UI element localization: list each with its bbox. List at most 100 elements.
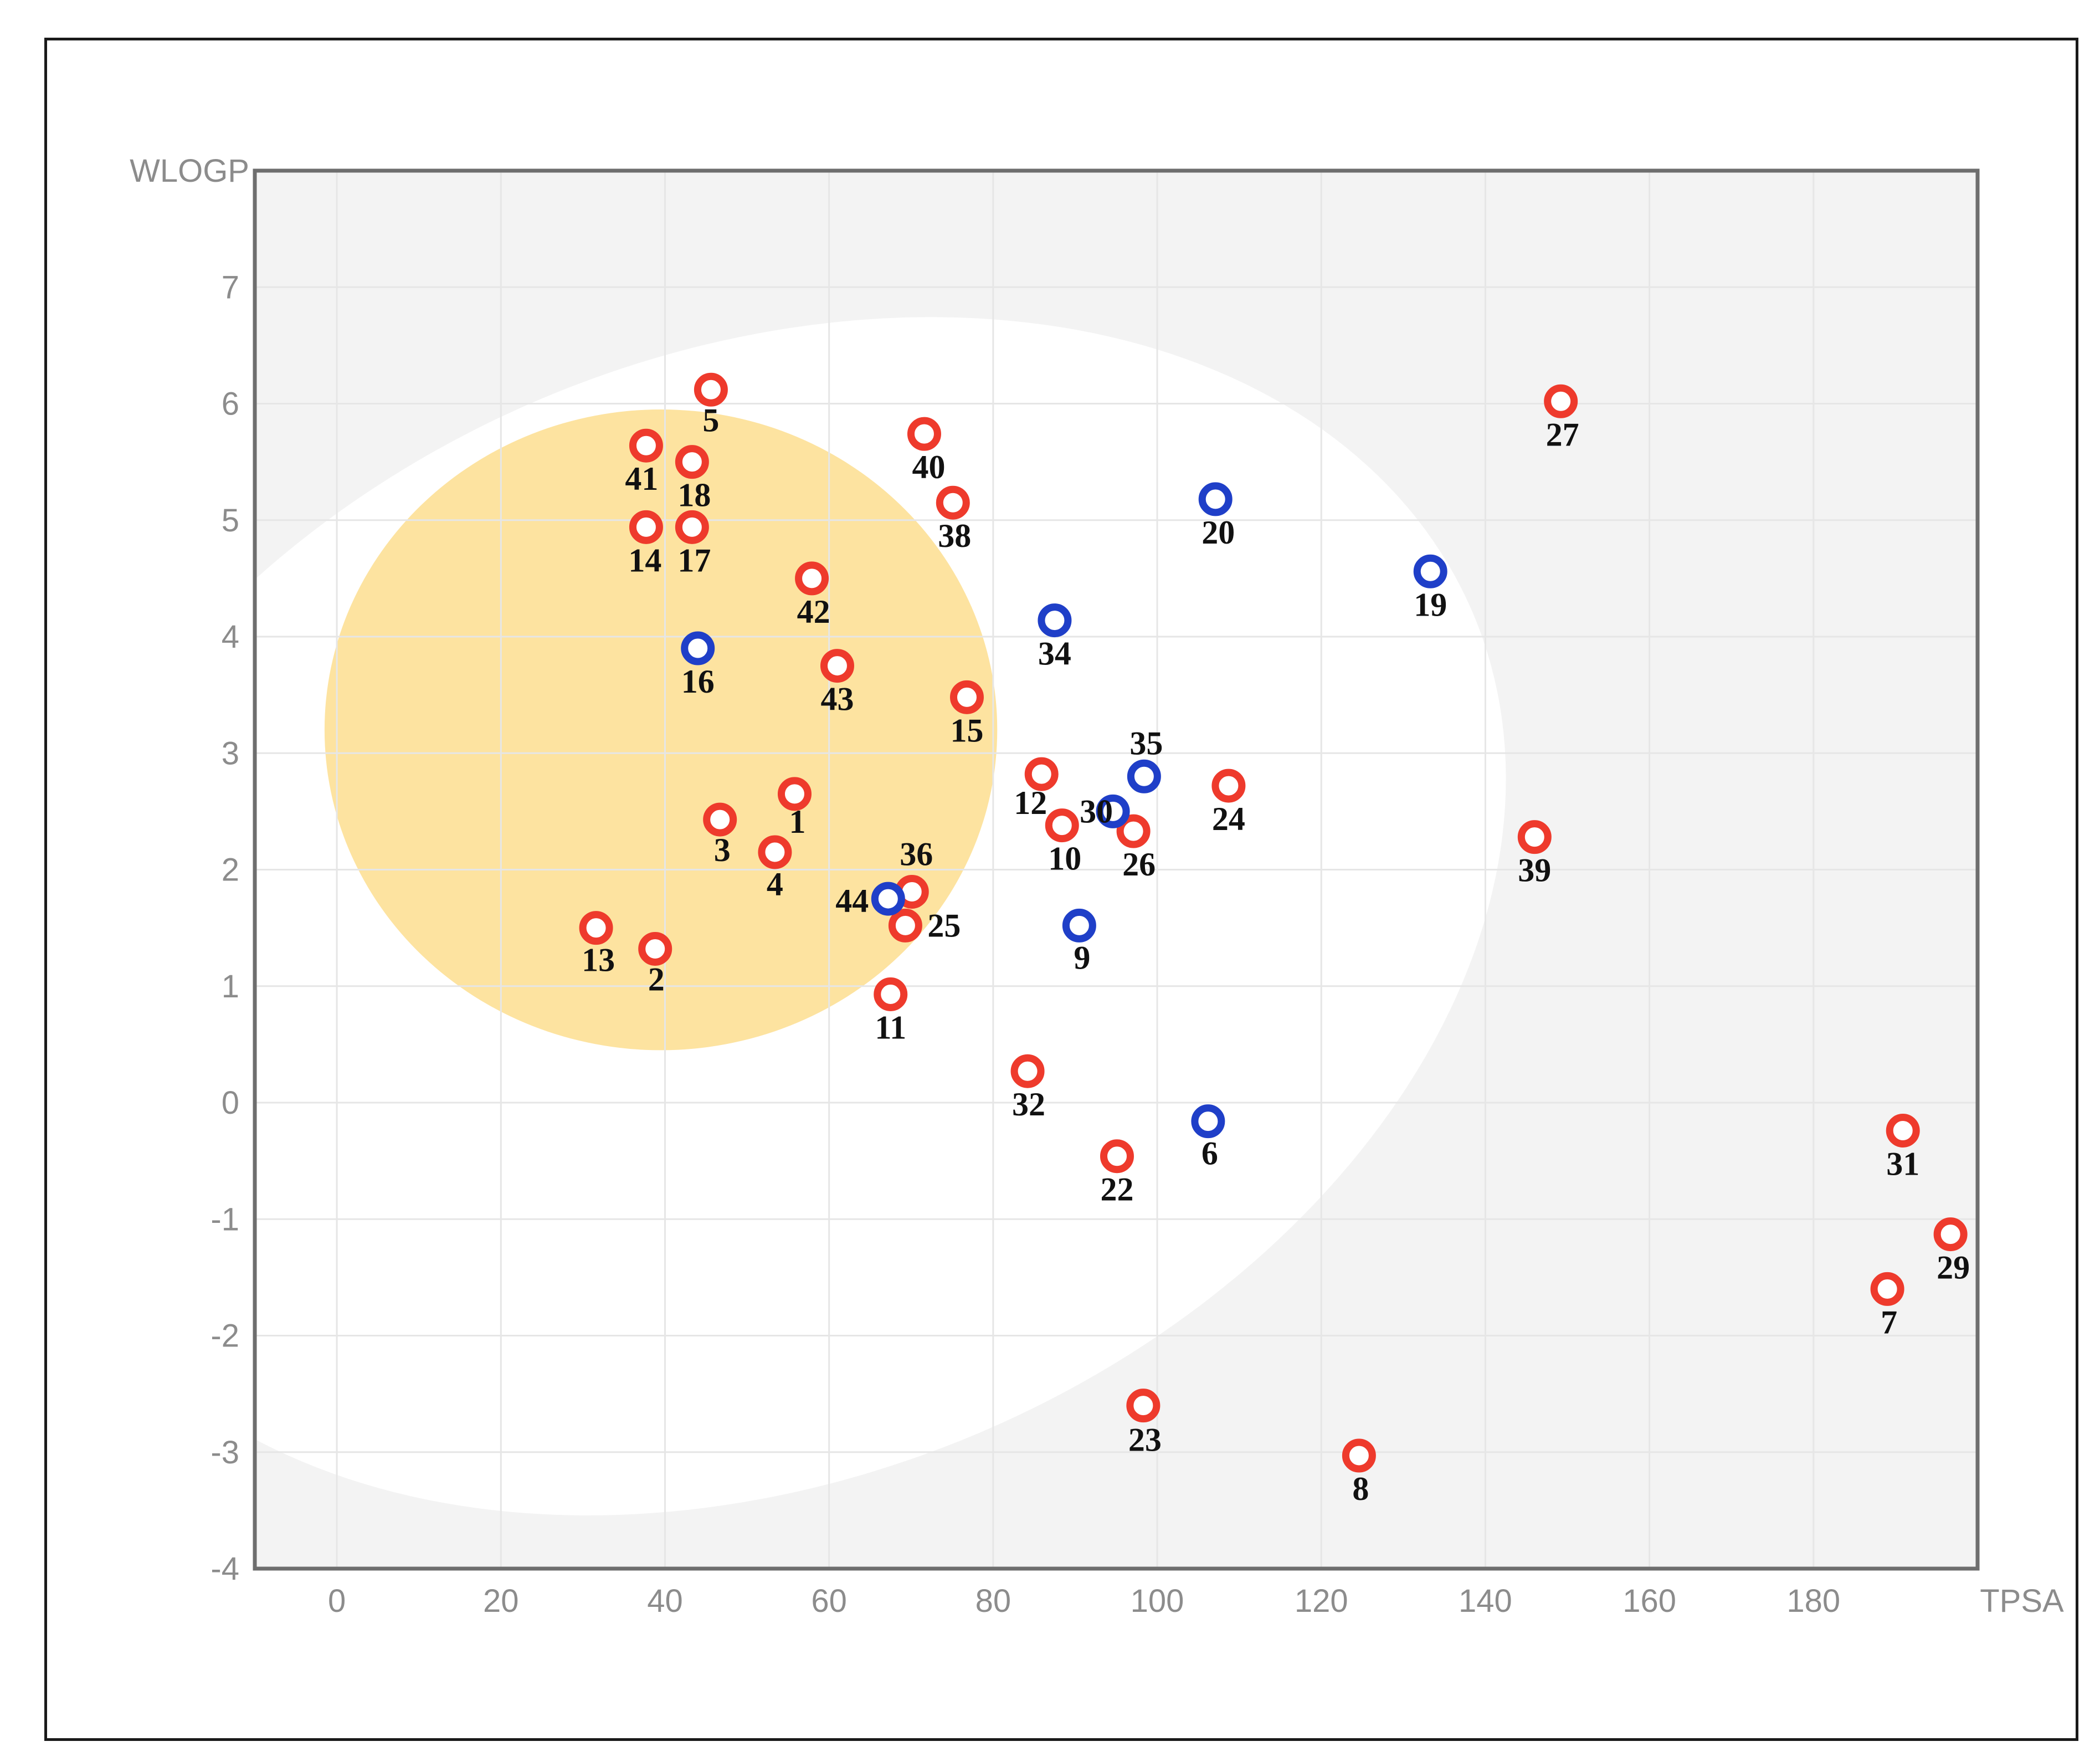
point-34 <box>1038 603 1072 638</box>
x-tick-label-20: 20 <box>483 1583 519 1619</box>
point-35 <box>1127 759 1161 793</box>
point-17 <box>675 510 709 544</box>
point-4 <box>758 835 792 869</box>
y-tick-label-2: 2 <box>222 852 239 888</box>
x-tick-label-100: 100 <box>1131 1583 1184 1619</box>
point-10 <box>1045 808 1079 843</box>
y-axis-title: WLOGP <box>130 153 249 189</box>
point-label-31: 31 <box>1886 1145 1919 1182</box>
point-label-44: 44 <box>835 883 869 919</box>
point-label-8: 8 <box>1352 1471 1369 1507</box>
point-label-13: 13 <box>582 942 615 979</box>
x-tick-label-60: 60 <box>811 1583 847 1619</box>
point-22 <box>1100 1139 1134 1174</box>
point-19 <box>1413 554 1447 588</box>
point-44 <box>871 882 905 916</box>
point-label-11: 11 <box>875 1009 906 1046</box>
point-label-24: 24 <box>1212 801 1245 837</box>
point-label-36: 36 <box>900 836 933 872</box>
point-12 <box>1024 757 1059 791</box>
plot-border <box>253 168 1980 1571</box>
point-40 <box>907 417 941 451</box>
point-label-41: 41 <box>625 460 658 497</box>
y-tick-label--4: -4 <box>210 1551 239 1587</box>
point-8 <box>1342 1438 1376 1473</box>
point-label-18: 18 <box>677 477 711 514</box>
point-label-40: 40 <box>912 449 945 485</box>
point-39 <box>1517 820 1552 854</box>
x-tick-label-180: 180 <box>1786 1583 1840 1619</box>
x-tick-label-120: 120 <box>1295 1583 1348 1619</box>
y-tick-label-3: 3 <box>222 735 239 771</box>
point-label-2: 2 <box>648 961 665 997</box>
point-26 <box>1116 814 1151 848</box>
point-29 <box>1933 1217 1968 1252</box>
point-label-20: 20 <box>1202 514 1235 551</box>
point-23 <box>1126 1389 1161 1423</box>
point-18 <box>675 445 709 479</box>
point-label-39: 39 <box>1518 852 1551 889</box>
x-tick-label-140: 140 <box>1459 1583 1512 1619</box>
point-label-29: 29 <box>1937 1249 1970 1286</box>
point-label-7: 7 <box>1881 1304 1897 1340</box>
point-7 <box>1870 1272 1904 1306</box>
point-16 <box>681 631 715 665</box>
point-15 <box>949 680 984 714</box>
point-1 <box>777 777 812 811</box>
point-label-34: 34 <box>1038 636 1071 672</box>
point-labels-layer: 1234578101112131415171822232425262729313… <box>582 402 1970 1507</box>
y-tick-label-4: 4 <box>222 619 239 655</box>
x-tick-label-80: 80 <box>975 1583 1012 1619</box>
point-24 <box>1211 769 1246 803</box>
point-label-15: 15 <box>950 712 983 749</box>
grid-layer <box>255 171 1978 1570</box>
point-3 <box>703 802 737 837</box>
point-label-23: 23 <box>1128 1422 1162 1458</box>
point-14 <box>629 510 663 544</box>
point-label-9: 9 <box>1074 939 1090 976</box>
point-27 <box>1544 384 1578 418</box>
point-11 <box>874 977 908 1011</box>
point-20 <box>1198 482 1233 516</box>
point-label-4: 4 <box>767 866 783 903</box>
point-label-10: 10 <box>1048 841 1081 877</box>
point-32 <box>1010 1054 1045 1088</box>
point-label-30: 30 <box>1080 793 1113 829</box>
y-tick-label--1: -1 <box>210 1201 239 1237</box>
point-label-19: 19 <box>1414 586 1447 623</box>
point-38 <box>936 485 970 520</box>
point-label-3: 3 <box>714 832 731 868</box>
point-5 <box>694 372 728 407</box>
point-label-5: 5 <box>702 402 719 438</box>
point-label-16: 16 <box>681 663 715 700</box>
point-31 <box>1886 1113 1920 1148</box>
point-25 <box>888 908 922 943</box>
points-layer <box>579 372 1968 1473</box>
y-tick-label-5: 5 <box>222 503 239 539</box>
point-label-27: 27 <box>1546 416 1579 453</box>
point-label-1: 1 <box>789 803 805 840</box>
point-label-12: 12 <box>1014 785 1047 821</box>
point-label-32: 32 <box>1012 1086 1045 1123</box>
point-41 <box>629 428 663 463</box>
y-tick-label--3: -3 <box>210 1435 239 1471</box>
point-30 <box>1096 794 1130 828</box>
point-label-17: 17 <box>677 542 711 578</box>
point-label-22: 22 <box>1100 1171 1133 1208</box>
x-tick-label-40: 40 <box>647 1583 683 1619</box>
y-tick-label--2: -2 <box>210 1318 239 1354</box>
point-label-35: 35 <box>1129 725 1163 761</box>
axes-layer: 0 20 40 60 80 100 120 140 160 180-4-3-2-101234567… <box>130 153 2064 1619</box>
point-43 <box>820 649 854 683</box>
point-label-38: 38 <box>938 518 971 554</box>
scatter-chart: 0 20 40 60 80 100 120 140 160 180-4-3-2-101234567… <box>47 153 2064 1619</box>
point-label-6: 6 <box>1202 1135 1218 1172</box>
y-tick-label-1: 1 <box>222 969 239 1005</box>
x-tick-label-0: 0 <box>328 1583 346 1619</box>
figure-frame: 0 20 40 60 80 100 120 140 160 180 -4 -3 -2 -1 0 1 2 3 4 5 6 7… <box>44 38 2078 1741</box>
point-label-14: 14 <box>628 542 661 578</box>
y-tick-label-6: 6 <box>222 386 239 422</box>
point-6 <box>1191 1104 1225 1139</box>
point-42 <box>795 561 829 596</box>
point-2 <box>638 931 672 966</box>
